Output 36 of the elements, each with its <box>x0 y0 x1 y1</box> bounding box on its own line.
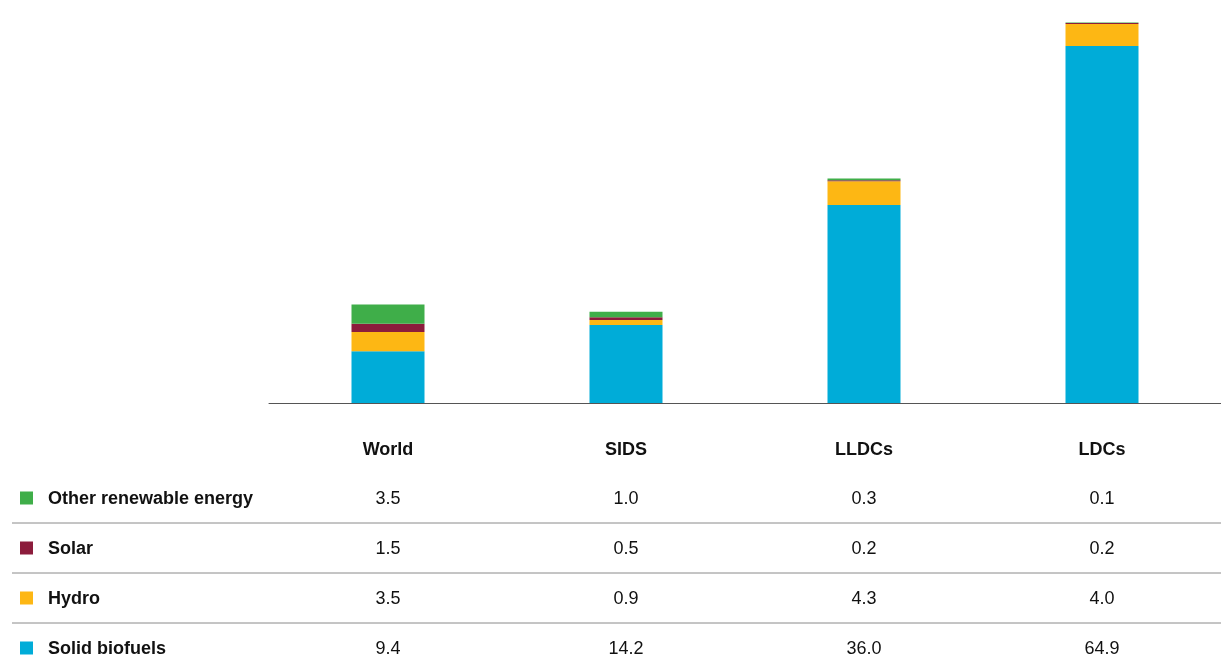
data-label: 3.5 <box>375 588 401 608</box>
data-label: 0.2 <box>851 538 877 558</box>
bar <box>589 317 663 320</box>
bar <box>589 319 663 325</box>
bar <box>351 332 425 352</box>
data-label: 36.0 <box>846 638 882 658</box>
x-tick-label: SIDS <box>604 439 648 459</box>
data-label: 3.5 <box>375 488 401 508</box>
data-label: 0.2 <box>1089 538 1115 558</box>
data-label: 0.5 <box>613 538 639 558</box>
data-label: 4.3 <box>851 588 877 608</box>
data-label: 1.5 <box>375 538 401 558</box>
legend-label: Other renewable energy <box>48 488 254 508</box>
data-label: 0.3 <box>851 488 877 508</box>
legend-label: Solar <box>48 538 94 558</box>
x-tick-label: LDCs <box>1078 439 1126 459</box>
data-label: 64.9 <box>1084 638 1120 658</box>
bar <box>589 324 663 403</box>
data-label: 9.4 <box>375 638 401 658</box>
data-label: 4.0 <box>1089 588 1115 608</box>
legend-label: Solid biofuels <box>48 638 167 658</box>
data-label: 1.0 <box>613 488 639 508</box>
data-label: 14.2 <box>608 638 644 658</box>
x-tick-label: World <box>362 439 414 459</box>
bar <box>351 323 425 333</box>
bar <box>351 351 425 403</box>
bar <box>1065 24 1139 47</box>
data-label: 0.1 <box>1089 488 1115 508</box>
bar <box>827 205 901 403</box>
bar <box>827 181 901 205</box>
legend-label: Hydro <box>48 588 101 608</box>
bar <box>351 304 425 324</box>
x-tick-label: LLDCs <box>835 439 893 459</box>
bar <box>1065 46 1139 403</box>
data-label: 0.9 <box>613 588 639 608</box>
bar <box>589 311 663 318</box>
